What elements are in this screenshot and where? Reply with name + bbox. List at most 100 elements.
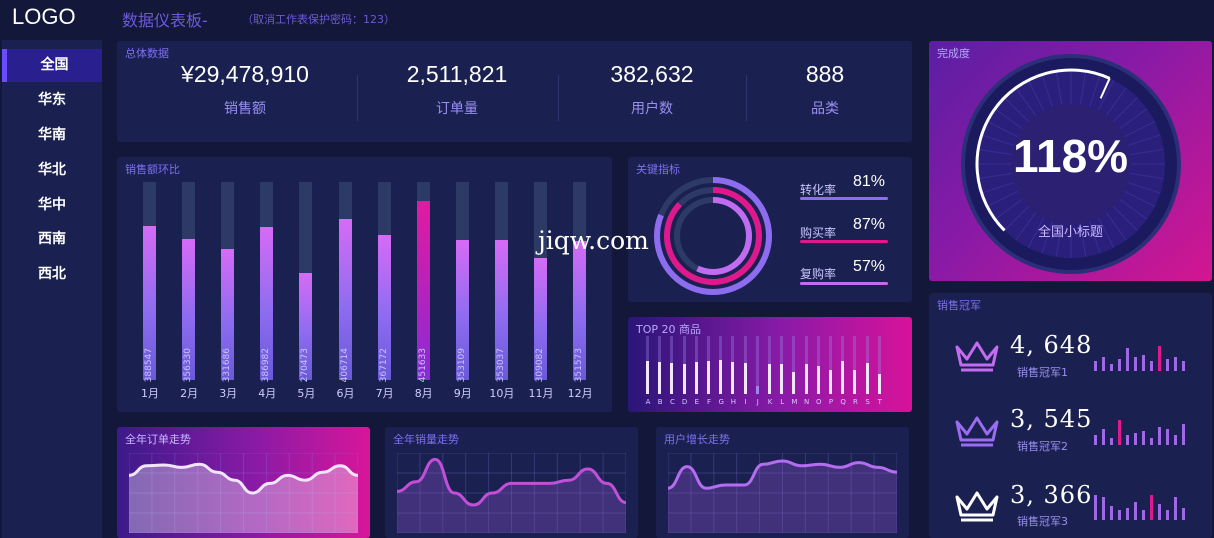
gauge-tick (1041, 74, 1053, 108)
bar-category-label: 2月 (180, 387, 199, 400)
bar-value-label: 331686 (222, 348, 233, 383)
top20-bar-E[interactable] (694, 362, 698, 394)
top20-bar-J[interactable] (755, 386, 759, 394)
bar-track (143, 182, 156, 380)
top20-bar-F[interactable] (707, 361, 710, 394)
bar-category-label: 10月 (489, 387, 515, 400)
sidebar-item-south[interactable]: 华南 (38, 127, 66, 143)
top20-label: F (706, 398, 712, 406)
gauge-tick (1015, 87, 1037, 116)
bar-track (221, 182, 235, 380)
top20-bar-track (792, 336, 796, 394)
gauge-tick (1097, 80, 1115, 111)
bar-6月[interactable] (338, 219, 352, 380)
bar-9月[interactable] (455, 240, 469, 380)
top20-label: P (828, 398, 834, 406)
bar-category-label: 5月 (297, 387, 316, 400)
top20-bar-T[interactable] (877, 374, 881, 394)
dashboard-note: （取消工作表保护密码：123） (242, 13, 395, 26)
bar-value-label: 356330 (183, 348, 194, 383)
sidebar-item-national[interactable]: 全国 (2, 49, 102, 82)
champion-2-name: 销售冠军2 (1017, 440, 1068, 453)
champion-2-spark-bar (1174, 435, 1177, 445)
bar-7月[interactable] (377, 235, 391, 380)
bar-value-label: 353037 (495, 348, 506, 383)
kpi-divider (746, 75, 747, 121)
bar-5月[interactable] (299, 273, 313, 380)
logo: LOGO (12, 4, 76, 29)
top20-bar-P[interactable] (829, 370, 832, 394)
top20-bar-L[interactable] (780, 364, 784, 394)
bar-track (494, 182, 508, 380)
bar-11月[interactable] (534, 258, 547, 380)
metric-conversion-bar (800, 197, 888, 200)
top20-bar-D[interactable] (682, 364, 686, 394)
bar-10月[interactable] (494, 240, 508, 380)
top20-bar-I[interactable] (743, 363, 747, 394)
top20-bar-G[interactable] (719, 360, 723, 394)
trend-area (129, 464, 358, 533)
top20-label: R (852, 398, 858, 406)
user-growth-title: 用户增长走势 (664, 433, 730, 446)
bar-12月[interactable] (573, 241, 587, 380)
gauge-tick (1027, 217, 1045, 248)
key-metrics-title: 关键指标 (636, 163, 680, 176)
sidebar-item-east[interactable]: 华东 (38, 92, 66, 108)
top20-bar-R[interactable] (853, 370, 857, 394)
bar-3月[interactable] (221, 249, 235, 380)
bar-category-label: 8月 (414, 387, 433, 400)
sidebar-item-southwest[interactable]: 西南 (38, 231, 66, 247)
bar-category-label: 3月 (219, 387, 238, 400)
top20-bar-H[interactable] (731, 362, 735, 394)
champion-3-spark-bar (1102, 497, 1105, 520)
sidebar-item-north[interactable]: 华北 (38, 162, 66, 178)
top20-bar-M[interactable] (792, 372, 796, 394)
dashboard-title: 数据仪表板- (122, 11, 208, 30)
champion-1-spark-bar (1094, 361, 1097, 371)
gauge-tick (1055, 71, 1063, 105)
kpi-users-value: 382,632 (610, 61, 694, 87)
top20-bar-O[interactable] (816, 366, 820, 394)
kpi-categories-label: 品类 (811, 101, 839, 117)
bar-8月[interactable] (416, 201, 430, 380)
top20-bar-N[interactable] (804, 364, 808, 394)
overview-title: 总体数据 (125, 47, 169, 60)
champion-1-spark-bar (1182, 361, 1185, 371)
gauge-tick (1127, 134, 1161, 146)
gauge-tick (987, 190, 1018, 208)
top20-bar-K[interactable] (768, 364, 771, 394)
bar-1月[interactable] (143, 226, 156, 380)
crown-icon (955, 491, 999, 522)
gauge-tick (1113, 97, 1138, 122)
bar-2月[interactable] (182, 239, 196, 380)
gauge-needle (1099, 77, 1111, 99)
top20-bar-A[interactable] (646, 361, 649, 394)
sidebar-item-central[interactable]: 华中 (38, 197, 66, 213)
gauge-tick (1097, 217, 1115, 248)
bar-4月[interactable] (260, 227, 274, 380)
gauge-tick (1089, 220, 1101, 254)
metric-purchase-value: 87% (853, 216, 886, 233)
top20-bar-track (877, 336, 881, 394)
champion-3-spark-bar (1118, 510, 1121, 520)
top20-label: N (803, 398, 810, 406)
kpi-divider (357, 75, 358, 121)
top20-label: I (744, 398, 747, 406)
user-growth-chart (668, 453, 897, 533)
bar-track (338, 182, 352, 380)
completion-gauge (961, 54, 1181, 274)
gauge-tick (1113, 206, 1138, 231)
champion-2-spark-bar (1182, 424, 1185, 445)
champion-2-spark-bar (1150, 438, 1153, 445)
top20-bar-C[interactable] (670, 363, 674, 394)
champion-3-spark-bar (1110, 506, 1113, 520)
volume-trend-chart (397, 453, 626, 533)
top20-bar-B[interactable] (658, 362, 662, 394)
top20-bar-track (816, 336, 820, 394)
sidebar-item-northwest[interactable]: 西北 (38, 266, 66, 282)
champion-3-spark-bar (1142, 510, 1145, 520)
metric-repurchase-label: 复购率 (800, 267, 837, 281)
top20-bar-S[interactable] (865, 363, 869, 394)
top20-bar-Q[interactable] (841, 361, 845, 394)
champion-1-spark-bar (1166, 359, 1169, 371)
